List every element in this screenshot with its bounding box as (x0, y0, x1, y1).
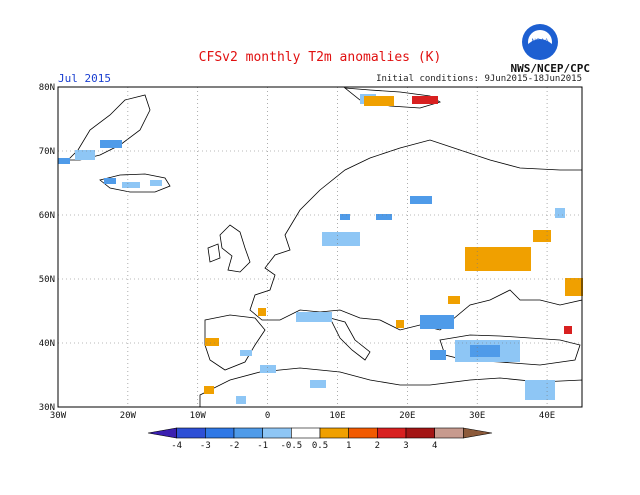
colorbar-swatch (205, 427, 235, 439)
initial-conditions-label: Initial conditions: 9Jun2015-18Jun2015 (376, 74, 582, 84)
colorbar-level-label: 1 (346, 441, 351, 451)
map-frame (57, 86, 583, 408)
colorbar-swatch (319, 427, 349, 439)
colorbar-swatch (377, 427, 407, 439)
colorbar-swatch (348, 427, 378, 439)
colorbar-level-label: 4 (432, 441, 437, 451)
lat-tick-label: 80N (39, 83, 55, 93)
lat-tick-label: 70N (39, 147, 55, 157)
colorbar-swatch (405, 427, 435, 439)
lon-tick-label: 10E (329, 411, 345, 421)
colorbar-level-label: -1 (257, 441, 268, 451)
map-title: CFSv2 monthly T2m anomalies (K) (198, 50, 442, 65)
colorbar-level-label: 3 (403, 441, 408, 451)
anomaly-shading (58, 94, 583, 404)
agency-label: NWS/NCEP/CPC (510, 62, 590, 75)
colorbar-swatch (463, 427, 493, 439)
colorbar-swatch (262, 427, 292, 439)
colorbar-swatch (147, 427, 177, 439)
colorbar-level-label: 2 (375, 441, 380, 451)
colorbar-level-label: -4 (171, 441, 182, 451)
lon-tick-label: 20W (120, 411, 137, 421)
map-gridlines (58, 87, 582, 407)
lon-tick-label: 10W (190, 411, 207, 421)
lon-tick-label: 0 (265, 411, 270, 421)
lat-tick-label: 60N (39, 211, 55, 221)
lon-tick-label: 30E (469, 411, 485, 421)
lon-tick-label: 40E (539, 411, 555, 421)
colorbar-swatch (233, 427, 263, 439)
lat-tick-label: 40N (39, 339, 55, 349)
noaa-logo-text: NOAA (531, 39, 548, 45)
forecast-month-label: Jul 2015 (58, 72, 111, 85)
lon-tick-label: 20E (399, 411, 415, 421)
lat-tick-label: 50N (39, 275, 55, 285)
colorbar-level-label: -3 (200, 441, 211, 451)
axis-ticks: 30W 20W 10W 0 10E 20E 30E 40E 30N 40N 50N 60N 70N 80N (39, 83, 555, 421)
colorbar-swatch (434, 427, 464, 439)
colorbar: -4 -3 -2 -1 -0.5 0.5 1 2 3 4 (147, 427, 493, 451)
lat-tick-label: 30N (39, 403, 55, 413)
colorbar-level-label: 0.5 (312, 441, 328, 451)
colorbar-swatch (291, 427, 321, 439)
lon-tick-label: 30W (50, 411, 67, 421)
colorbar-swatch (176, 427, 206, 439)
colorbar-level-label: -2 (229, 441, 240, 451)
noaa-logo: NOAA (522, 24, 558, 60)
colorbar-level-label: -0.5 (280, 441, 302, 451)
